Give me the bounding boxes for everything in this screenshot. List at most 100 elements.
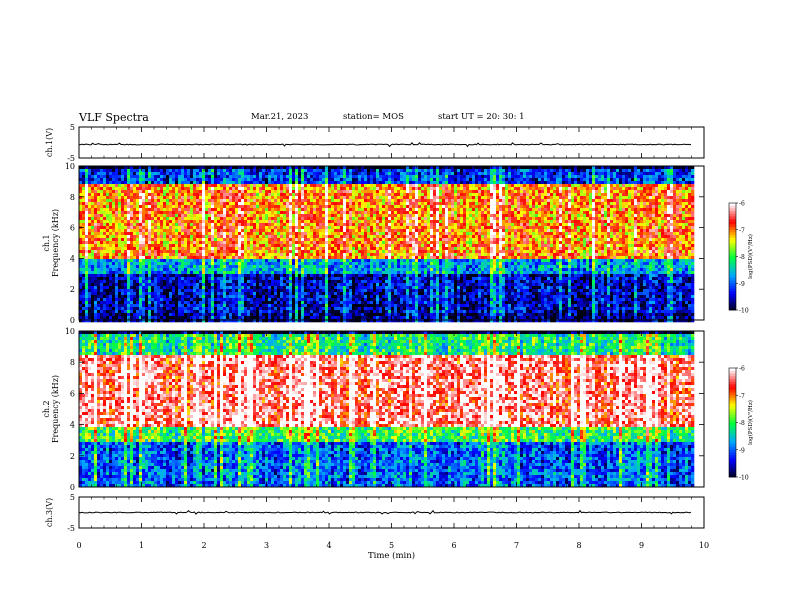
ch1-spectrogram-cell [346,217,349,220]
ch1-spectrogram-cell [181,235,184,238]
ch1-spectrogram-cell [352,292,355,295]
ch1-spectrogram-cell [256,187,259,190]
ch1-spectrogram-cell [256,223,259,226]
ch1-spectrogram-cell [271,202,274,205]
ch1-spectrogram-cell [103,241,106,244]
ch1-spectrogram-cell [178,235,181,238]
ch1-spectrogram-cell [268,319,271,322]
ch1-spectrogram-cell [172,262,175,265]
ch1-spectrogram-cell [94,232,97,235]
ch1-spectrogram-cell [322,169,325,172]
ch1-spectrogram-cell [271,175,274,178]
ch1-spectrogram-cell [226,271,229,274]
ch1-spectrogram-cell [295,217,298,220]
ch1-spectrogram-cell [187,223,190,226]
ch1-spectrogram-cell [202,283,205,286]
ch1-spectrogram-cell [334,175,337,178]
ch1-spectrogram-cell [220,235,223,238]
ch1-spectrogram-cell [172,301,175,304]
ch1-spectrogram-cell [145,229,148,232]
ch1-spectrogram-cell [319,217,322,220]
ch1-spectrogram-cell [325,286,328,289]
ch1-spectrogram-cell [361,298,364,301]
ch1-spectrogram-cell [340,232,343,235]
ch1-spectrogram-cell [199,289,202,292]
ch1-spectrogram-cell [364,196,367,199]
ch1-spectrogram-cell [265,262,268,265]
ch1-spectrogram-cell [310,310,313,313]
ch1-spectrogram-cell [214,214,217,217]
ch1-spectrogram-cell [328,298,331,301]
ch1-spectrogram-cell [298,283,301,286]
ch1-spectrogram-cell [127,196,130,199]
ch1-spectrogram-cell [142,277,145,280]
ch1-spectrogram-cell [202,277,205,280]
ch1-spectrogram-cell [328,190,331,193]
ch1-spectrogram-cell [364,244,367,247]
ch1-spectrogram-cell [334,292,337,295]
ch1-spectrogram-cell [301,274,304,277]
ch1-spectrogram-cell [214,295,217,298]
ch1-spectrogram-cell [328,280,331,283]
ch1-spectrogram-cell [199,205,202,208]
ch1-spectrogram-cell [313,235,316,238]
ch1-spectrogram-cell [157,274,160,277]
ch1-spectrogram-cell [355,199,358,202]
ch1-spectrogram-cell [232,217,235,220]
ch1-spectrogram-cell [337,268,340,271]
ch1-spectrogram-cell [229,277,232,280]
ch1-spectrogram-cell [208,271,211,274]
ch1-spectrogram-cell [334,250,337,253]
ch1-spectrogram-cell [331,220,334,223]
ch1-spectrogram-cell [352,298,355,301]
ch1-spectrogram-cell [325,175,328,178]
ch1-spectrogram-cell [265,211,268,214]
ch1-spectrogram-cell [196,196,199,199]
ch1-spectrogram-cell [88,226,91,229]
ch1-spectrogram-cell [229,289,232,292]
ch1-spectrogram-cell [328,223,331,226]
ch1-spectrogram-cell [277,223,280,226]
ch1-spectrogram-cell [91,244,94,247]
ch1-spectrogram-cell [211,205,214,208]
ch1-spectrogram-cell [169,295,172,298]
ch1-spectrogram-cell [301,220,304,223]
ch1-spectrogram-cell [226,223,229,226]
ch1-spectrogram-cell [253,238,256,241]
ch1-spectrogram-cell [328,292,331,295]
ch1-spectrogram-cell [280,268,283,271]
ch1-spectrogram-cell [139,235,142,238]
ch1-spectrogram-cell [220,253,223,256]
ch1-spectrogram-cell [214,238,217,241]
ch1-spectrogram-cell [157,232,160,235]
ch1-spectrogram-cell [274,172,277,175]
ch1-spectrogram-cell [127,283,130,286]
ch1-spectrogram-cell [226,235,229,238]
ch1-spectrogram-cell [232,241,235,244]
ch1-spectrogram-cell [301,244,304,247]
ch1-spectrogram-cell [274,217,277,220]
ch1-spectrogram-cell [292,238,295,241]
ch1-spectrogram-cell [289,292,292,295]
ch1-spectrogram-cell [361,247,364,250]
ch1-spectrogram-cell [199,184,202,187]
ch1-spectrogram-cell [232,301,235,304]
ch1-spectrogram-cell [292,187,295,190]
ch1-spectrogram-cell [91,238,94,241]
ch1-spectrogram-cell [229,232,232,235]
ch1-spectrogram-cell [343,193,346,196]
ch1-spectrogram-cell [145,268,148,271]
ch1-spectrogram-cell [268,190,271,193]
ch1-spectrogram-cell [352,304,355,307]
ch1-spectrogram-cell [295,283,298,286]
ch1-spectrogram-cell [244,226,247,229]
ch1-spectrogram-cell [148,313,151,316]
ch1-spectrogram-cell [124,211,127,214]
ch1-spectrogram-cell [217,181,220,184]
ch1-spectrogram-cell [157,289,160,292]
ch1-spectrogram-cell [184,274,187,277]
ch1-spectrogram-cell [280,307,283,310]
ch1-spectrogram-cell [88,199,91,202]
ch1-spectrogram-cell [88,292,91,295]
ch1-spectrogram-cell [328,232,331,235]
